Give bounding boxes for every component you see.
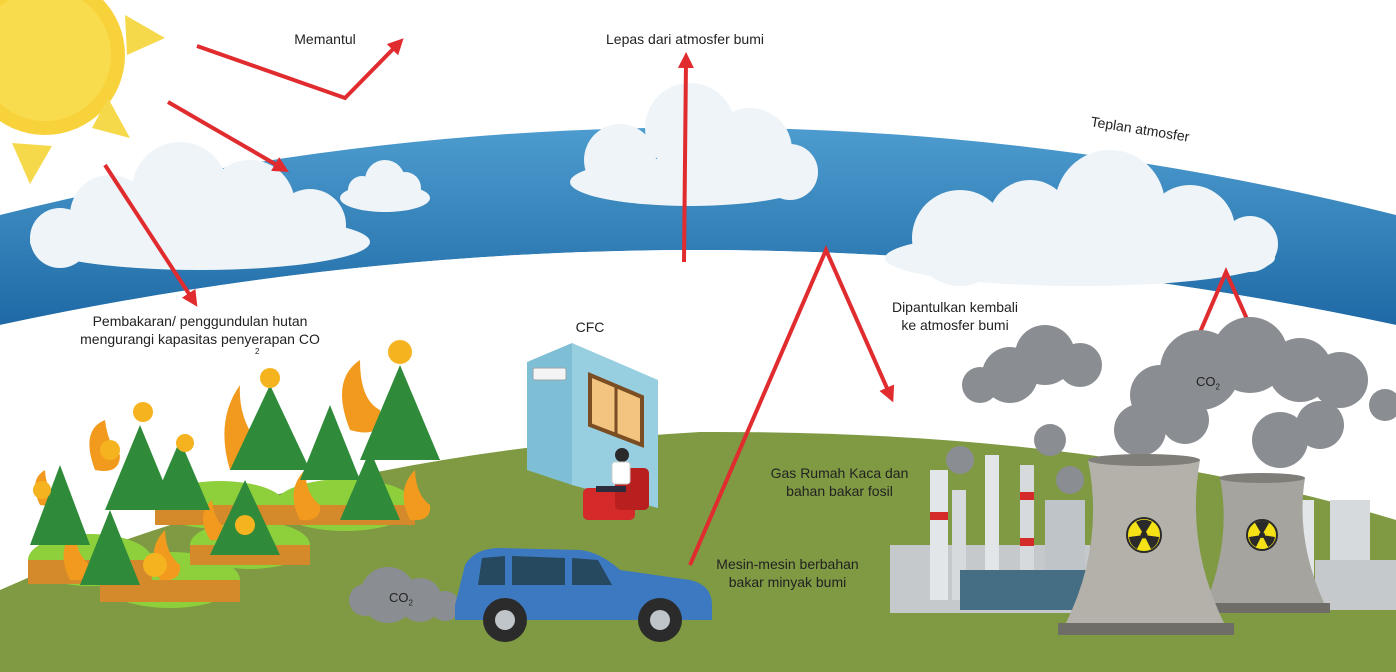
reflected-back-line1: Dipantulkan kembali — [891, 299, 1019, 315]
co2-car-subscript: 2 — [408, 598, 413, 608]
radiation-arrows — [103, 38, 1260, 566]
ghg-line2: bahan bakar fosil — [786, 482, 893, 499]
reflected-label: Memantul — [294, 31, 356, 47]
engines-line1: Mesin-mesin berbahan — [716, 556, 859, 572]
person — [596, 448, 631, 492]
burning-forest — [28, 340, 440, 608]
reflected-arrow — [196, 38, 404, 101]
radiation-icon — [1246, 519, 1278, 551]
co2-car-label: CO2 — [389, 590, 413, 609]
ghg-line1: Gas Rumah Kaca dan — [770, 465, 909, 481]
co2-car-text: CO — [389, 590, 409, 605]
reflected-back-line2: ke atmosfer bumi — [901, 316, 1009, 333]
cfc-room — [527, 343, 658, 520]
cloud-icon — [30, 142, 370, 270]
engines-label: Mesin-mesin berbahan bakar minyak bumi — [700, 556, 875, 591]
window — [588, 371, 644, 448]
car-icon — [455, 548, 712, 642]
escape-arrow — [677, 52, 694, 263]
cloud-icon — [885, 150, 1278, 286]
tree-icon — [30, 365, 440, 585]
co2-factory-subscript: 2 — [1215, 382, 1220, 392]
co2-factory-text: CO — [1196, 374, 1216, 389]
sun-icon — [0, 0, 165, 184]
cloud-icon — [570, 83, 818, 206]
radiation-icon — [1126, 517, 1162, 553]
cfc-label: CFC — [575, 319, 605, 335]
reflected-back-label: Dipantulkan kembali ke atmosfer bumi — [870, 299, 1040, 334]
burning-arrow — [103, 163, 198, 307]
incoming-arrow — [166, 100, 289, 173]
cloud-icon — [340, 160, 430, 212]
smoke-icon — [946, 317, 1396, 494]
escape-label: Lepas dari atmosfer bumi — [606, 31, 764, 47]
forest-burning-line1: Pembakaran/ penggundulan hutan — [92, 313, 308, 329]
ghg-label: Gas Rumah Kaca dan bahan bakar fosil — [752, 465, 927, 500]
forest-burning-label: Pembakaran/ penggundulan hutan mengurang… — [40, 313, 360, 348]
co2-factory-label: CO2 — [1196, 374, 1220, 393]
forest-burning-subscript: 2 — [255, 347, 260, 356]
smoke-icon — [349, 567, 460, 623]
forest-burning-line2: mengurangi kapasitas penyerapan CO — [80, 330, 320, 347]
flame-icon — [33, 340, 412, 577]
engines-line2: bakar minyak bumi — [728, 573, 847, 590]
factory-icon — [890, 455, 1396, 613]
reflected-back-arrow — [688, 245, 895, 566]
air-conditioner-icon — [532, 367, 567, 381]
